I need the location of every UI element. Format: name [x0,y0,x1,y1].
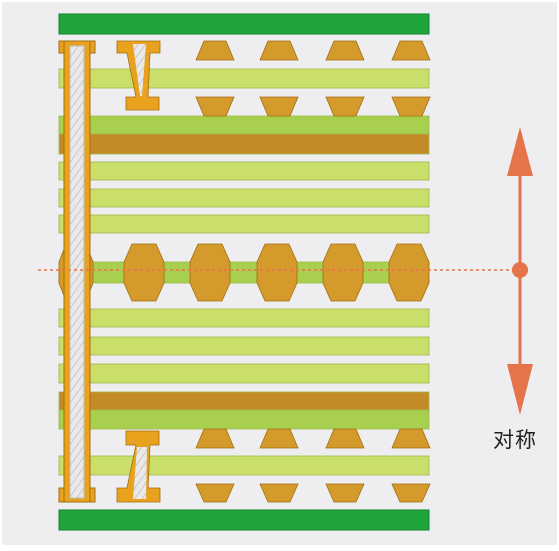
copper-pad [325,428,365,449]
dielectric-layer [58,336,430,356]
copper-hex-pad [256,243,298,302]
solder-mask-bottom [58,509,430,531]
copper-pad [391,428,431,449]
double-arrow-vertical-icon [512,262,528,278]
dielectric-layer [58,391,430,411]
dielectric-layer [58,308,430,328]
copper-pad [195,483,235,503]
copper-pad [195,40,235,61]
dielectric-layer [58,455,430,476]
blind-via-fill-top [133,44,146,96]
copper-hex-pad [388,243,430,302]
copper-pad [325,96,365,117]
blind-via-fill-bottom [133,447,147,499]
dielectric-layer [58,68,430,89]
copper-hex-pad [322,243,364,302]
copper-pad [259,96,299,117]
symmetry-label: 对称 [493,428,537,452]
copper-pad [195,96,235,117]
copper-hex-pad [123,243,165,302]
copper-pad [259,428,299,449]
copper-pad [325,40,365,61]
dielectric-layer [58,161,430,181]
dielectric-layer [58,133,430,155]
arrow-head-down [507,364,533,415]
dielectric-layer [58,188,430,208]
dielectric-layer [58,409,430,430]
copper-pad [391,40,431,61]
copper-pad [259,483,299,503]
dielectric-layer [58,115,430,135]
copper-pad [195,428,235,449]
via-hatch-fill [69,45,85,499]
arrow-head-up [507,127,533,176]
dielectric-layer [58,261,430,284]
copper-pad [391,96,431,117]
dielectric-layer [58,214,430,234]
copper-pad [391,483,431,503]
copper-hex-pad [189,243,231,302]
copper-pad [325,483,365,503]
copper-pad [259,40,299,61]
dielectric-layer [58,363,430,384]
solder-mask-top [58,13,430,35]
